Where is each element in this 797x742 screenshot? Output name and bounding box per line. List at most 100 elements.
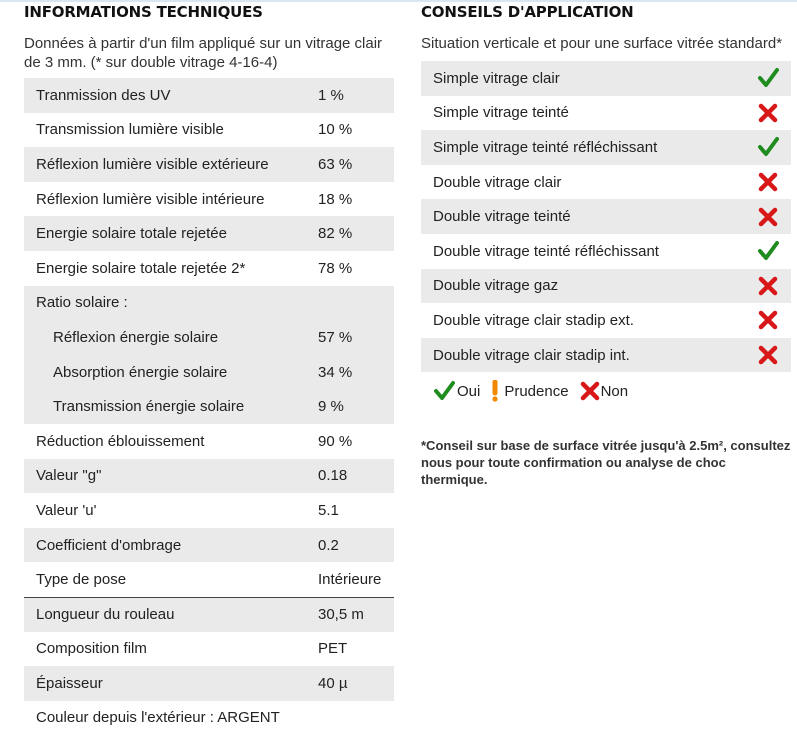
row-label: Energie solaire totale rejetée 2* [36,259,246,277]
table-row: Absorption énergie solaire 34 % [24,354,394,390]
technical-table: Tranmission des UV 1 % Transmission lumiè… [24,78,394,735]
row-label: Réflexion lumière visible intérieure [36,190,265,208]
cross-icon [757,344,779,366]
row-value: 0.2 [318,536,339,554]
row-value: 9 % [318,398,344,416]
table-row: Réflexion lumière visible extérieure 63 % [24,147,394,182]
row-value: 82 % [318,225,353,243]
row-label: Réduction éblouissement [36,432,205,450]
advice-note: *Conseil sur base de surface vitrée jusq… [421,438,791,488]
legend: Oui Prudence Non [421,378,791,404]
row-label: Épaisseur [36,674,103,692]
advice-row: Simple vitrage clair [421,61,791,96]
application-advice-intro: Situation verticale et pour une surface … [421,35,783,52]
advice-table: Simple vitrage clair Simple vitrage teint… [421,61,791,373]
check-icon [757,67,779,89]
row-label: Longueur du rouleau [36,606,175,624]
row-label: Absorption énergie solaire [53,363,228,381]
table-row: Épaisseur 40 µ [24,666,394,701]
table-row: Coefficient d'ombrage 0.2 [24,527,394,563]
row-label: Valeur "g" [36,467,102,485]
legend-yes-label: Oui [457,382,481,400]
table-row: Energie solaire totale rejetée 2* 78 % [24,251,394,286]
technical-info-intro: Données à partir d'un film appliqué sur … [24,35,383,71]
row-value: 40 µ [318,674,348,692]
advice-row-label: Simple vitrage teinté [433,104,569,122]
exclamation-icon [490,380,500,402]
cross-icon [757,171,779,193]
advice-row-label: Double vitrage teinté réfléchissant [433,242,659,260]
advice-row: Simple vitrage teinté [421,96,791,131]
table-row: Transmission lumière visible 10 % [24,113,394,148]
check-icon [757,136,779,158]
advice-row-label: Double vitrage clair [433,173,562,191]
legend-yes: Oui [433,380,480,402]
advice-row: Double vitrage clair stadip int. [421,337,791,373]
advice-row: Double vitrage gaz [421,268,791,304]
row-label: Valeur 'u' [36,501,97,519]
row-label: Ratio solaire : [36,294,128,312]
legend-caution-label: Prudence [504,382,569,400]
table-row: Longueur du rouleau 30,5 m [24,596,394,632]
advice-row-label: Double vitrage teinté [433,208,571,226]
table-row: Réflexion lumière visible intérieure 18 % [24,182,394,217]
row-label: Réflexion lumière visible extérieure [36,155,269,173]
advice-row: Double vitrage clair stadip ext. [421,303,791,338]
row-label: Coefficient d'ombrage [36,536,182,554]
advice-row-label: Simple vitrage clair [433,69,560,87]
row-value: 5.1 [318,501,339,519]
row-value: 63 % [318,155,353,173]
advice-row: Double vitrage clair [421,165,791,200]
cross-icon [757,206,779,228]
advice-row-label: Simple vitrage teinté réfléchissant [433,138,658,156]
cross-icon [757,102,779,124]
top-divider [0,0,797,2]
row-value: PET [318,640,348,658]
table-row: Ratio solaire : [24,285,394,321]
row-value: Intérieure [318,571,382,589]
row-value: 1 % [318,86,344,104]
advice-row-label: Double vitrage clair stadip ext. [433,311,634,329]
check-icon [757,240,779,262]
table-row: Valeur 'u' 5.1 [24,493,394,528]
row-label: Transmission énergie solaire [53,398,245,416]
table-row: Réflexion énergie solaire 57 % [24,320,394,355]
row-value: 0.18 [318,467,348,485]
row-value: 34 % [318,363,353,381]
table-row: Réduction éblouissement 90 % [24,424,394,459]
technical-info-title: INFORMATIONS TECHNIQUES [24,3,263,21]
legend-no: Non [579,380,629,402]
row-label: Type de pose [36,571,127,589]
row-value: 78 % [318,259,353,277]
advice-row: Simple vitrage teinté réfléchissant [421,130,791,165]
cross-icon [579,380,601,402]
advice-row: Double vitrage teinté [421,199,791,234]
application-advice-title: CONSEILS D'APPLICATION [421,3,634,21]
row-label: Energie solaire totale rejetée [36,225,227,243]
legend-caution: Prudence [490,380,569,402]
cross-icon [757,309,779,331]
advice-row: Double vitrage teinté réfléchissant [421,234,791,269]
row-value: 18 % [318,190,353,208]
row-label: Couleur depuis l'extérieur : ARGENT [36,709,280,727]
row-label: Tranmission des UV [36,86,171,104]
row-label: Transmission lumière visible [36,121,224,139]
row-label: Réflexion énergie solaire [53,328,219,346]
legend-no-label: Non [600,382,629,400]
table-row: Couleur depuis l'extérieur : ARGENT [24,701,394,736]
row-value: 90 % [318,432,353,450]
table-row: Tranmission des UV 1 % [24,78,394,113]
table-row: Transmission énergie solaire 9 % [24,389,394,424]
row-value: 57 % [318,328,353,346]
row-value: 30,5 m [318,606,364,624]
table-row: Composition film PET [24,632,394,667]
row-value: 10 % [318,121,353,139]
table-row: Type de pose Intérieure [24,562,394,597]
check-icon [433,380,455,402]
table-row: Valeur "g" 0.18 [24,458,394,494]
table-row: Energie solaire totale rejetée 82 % [24,216,394,251]
row-label: Composition film [36,640,147,658]
advice-row-label: Double vitrage clair stadip int. [433,346,630,364]
technical-info-section: INFORMATIONS TECHNIQUES Données à partir… [24,0,394,735]
application-advice-section: CONSEILS D'APPLICATION Situation vertica… [421,0,791,488]
